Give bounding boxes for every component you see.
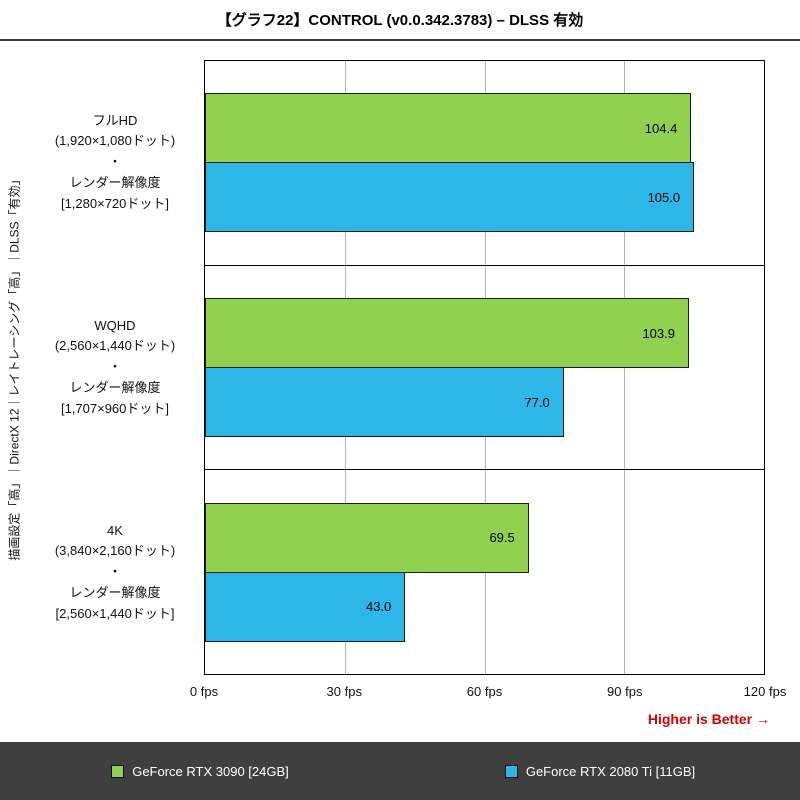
category-label-line: (3,840×2,160ドット) <box>54 543 176 559</box>
x-axis: 0 fps 30 fps 60 fps 90 fps 120 fps <box>190 678 786 704</box>
category-label-line: [1,280×720ドット] <box>60 195 170 211</box>
x-tick-label: 30 fps <box>326 684 362 699</box>
x-tick-label: 60 fps <box>466 684 503 699</box>
bar: 103.9 <box>205 298 689 368</box>
category-label-line: 4K <box>107 522 123 538</box>
category-label-line: [2,560×1,440ドット] <box>55 605 175 621</box>
legend-label: GeForce RTX 3090 [24GB] <box>132 763 289 779</box>
category-label-line: レンダー解像度 <box>69 174 161 190</box>
bar-group-row: 104.4 105.0 <box>205 61 764 266</box>
bar-value-label: 69.5 <box>489 530 515 546</box>
category-label-line: ・ <box>108 359 122 375</box>
category-label-line: ・ <box>108 154 122 170</box>
bar-group-row: 69.5 43.0 <box>205 470 764 674</box>
category-labels: フルHD (1,920×1,080ドット) ・レンダー解像度 [1,280×720ドッ… <box>28 60 202 675</box>
bar-value-label: 43.0 <box>365 599 392 615</box>
bar-value-label: 105.0 <box>647 189 681 205</box>
category-label-line: フルHD <box>92 112 138 128</box>
category-label-line: [1,707×960ドット] <box>60 400 170 416</box>
legend-swatch <box>111 764 125 778</box>
legend-swatch <box>504 764 518 778</box>
x-tick-label: 90 fps <box>607 684 643 699</box>
bar-value-label: 77.0 <box>524 394 550 410</box>
category-label: 4K (3,840×2,160ドット) ・レンダー解像度 [2,560×1,440ドッ… <box>28 470 202 675</box>
legend: GeForce RTX 3090 [24GB] GeForce RTX 2080 … <box>0 742 800 800</box>
y-axis-settings-label: 描画設定「高」｜DirectX 12｜レイトレーシング「高」｜DLSS「有効」 <box>7 173 22 561</box>
category-label-line: WQHD <box>94 317 136 333</box>
legend-item: GeForce RTX 3090 [24GB] <box>0 764 400 779</box>
higher-is-better-note: Higher is Better → <box>647 711 770 727</box>
plot-area: 104.4 105.0 103.9 77.0 69.5 43.0 <box>204 60 765 675</box>
bar-group-row: 103.9 77.0 <box>205 266 764 471</box>
bar: 104.4 <box>205 93 692 164</box>
bar: 43.0 <box>205 571 406 642</box>
bar: 105.0 <box>205 162 695 233</box>
bar-value-label: 103.9 <box>642 325 675 341</box>
bar: 69.5 <box>205 502 529 573</box>
category-label-line: (1,920×1,080ドット) <box>54 133 176 149</box>
category-label-line: (2,560×1,440ドット) <box>54 338 176 354</box>
bar-value-label: 104.4 <box>644 120 678 136</box>
category-label-line: ・ <box>108 564 122 580</box>
legend-item: GeForce RTX 2080 Ti [11GB] <box>400 764 800 779</box>
bar: 77.0 <box>205 367 564 437</box>
x-tick-label: 0 fps <box>189 684 219 699</box>
chart-title: 【グラフ22】CONTROL (v0.0.342.3783) – DLSS 有効 <box>0 0 800 41</box>
x-tick-label: 120 fps <box>743 684 787 699</box>
category-label-line: レンダー解像度 <box>69 584 161 600</box>
legend-label: GeForce RTX 2080 Ti [11GB] <box>525 763 696 779</box>
category-label-line: レンダー解像度 <box>69 379 161 395</box>
category-label: フルHD (1,920×1,080ドット) ・レンダー解像度 [1,280×720ドッ… <box>28 60 202 265</box>
category-label: WQHD (2,560×1,440ドット) ・レンダー解像度 [1,707×960ドッ… <box>28 265 202 470</box>
